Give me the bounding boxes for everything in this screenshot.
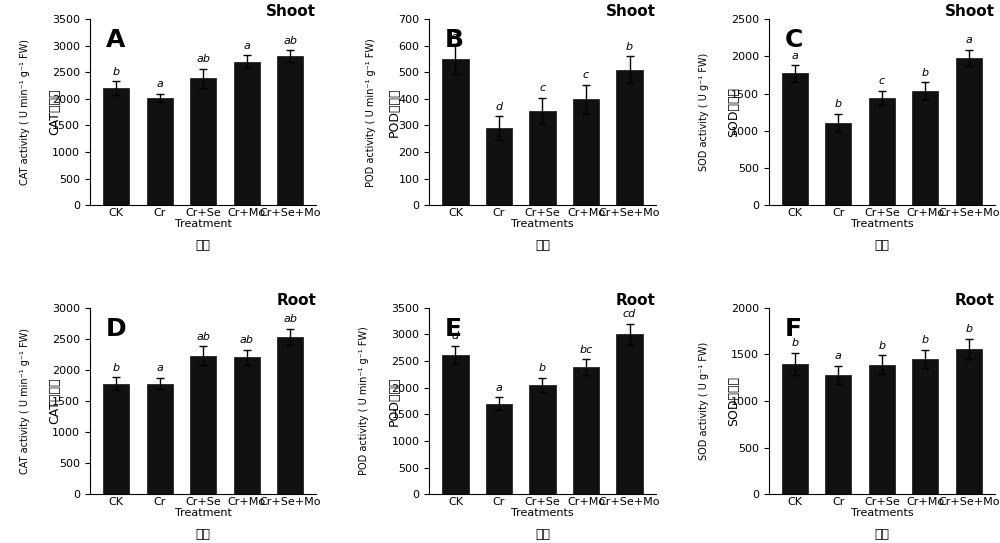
Bar: [912, 91, 938, 205]
Text: b: b: [922, 335, 929, 345]
Bar: [442, 355, 469, 494]
X-axis label: Treatments: Treatments: [851, 219, 913, 230]
Text: ab: ab: [283, 36, 297, 46]
Text: a: a: [452, 30, 459, 40]
Bar: [529, 111, 556, 205]
Text: a: a: [791, 50, 798, 61]
Bar: [529, 385, 556, 494]
Text: a: a: [156, 79, 163, 89]
Text: b: b: [878, 340, 885, 351]
Bar: [147, 383, 173, 494]
Bar: [616, 70, 643, 205]
Text: a: a: [243, 41, 250, 50]
Text: b: b: [965, 324, 972, 334]
Text: Root: Root: [616, 293, 656, 308]
X-axis label: Treatment: Treatment: [175, 219, 232, 230]
Text: a: a: [835, 351, 842, 361]
Y-axis label: POD activity ( U min⁻¹ g⁻¹ FW): POD activity ( U min⁻¹ g⁻¹ FW): [359, 326, 369, 475]
Text: b: b: [539, 363, 546, 374]
Bar: [869, 365, 895, 494]
Text: 处理: 处理: [874, 528, 889, 541]
Bar: [782, 73, 808, 205]
Text: a: a: [965, 35, 972, 45]
Text: 处理: 处理: [196, 528, 211, 541]
Text: d: d: [495, 102, 503, 111]
Text: 处理: 处理: [535, 528, 550, 541]
Text: bc: bc: [579, 345, 593, 355]
Text: Root: Root: [276, 293, 316, 308]
Bar: [956, 58, 982, 205]
Text: SOD酶活性: SOD酶活性: [727, 87, 740, 137]
Text: C: C: [785, 28, 803, 52]
Text: cd: cd: [623, 309, 636, 319]
X-axis label: Treatment: Treatment: [175, 508, 232, 519]
Text: b: b: [791, 338, 798, 348]
Text: ab: ab: [283, 314, 297, 324]
Bar: [912, 359, 938, 494]
Bar: [103, 88, 129, 205]
Bar: [234, 357, 260, 494]
Text: B: B: [445, 28, 464, 52]
Text: E: E: [445, 317, 462, 341]
Bar: [573, 99, 599, 205]
Text: a: a: [156, 363, 163, 374]
Bar: [190, 78, 216, 205]
Text: CAT酶活性: CAT酶活性: [48, 378, 61, 424]
Text: ab: ab: [196, 332, 210, 342]
Text: ab: ab: [240, 336, 254, 345]
Bar: [486, 128, 512, 205]
Text: 处理: 处理: [196, 239, 211, 252]
Bar: [277, 337, 303, 494]
Text: d: d: [452, 331, 459, 341]
Text: 处理: 处理: [535, 239, 550, 252]
Text: F: F: [785, 317, 802, 341]
Text: POD酶活性: POD酶活性: [388, 376, 401, 426]
Text: ab: ab: [196, 54, 210, 64]
Bar: [277, 56, 303, 205]
X-axis label: Treatments: Treatments: [511, 508, 574, 519]
Bar: [147, 98, 173, 205]
Text: Shoot: Shoot: [266, 4, 316, 19]
Text: CAT酶活性: CAT酶活性: [48, 89, 61, 135]
Y-axis label: POD activity ( U min⁻¹ g⁻¹ FW): POD activity ( U min⁻¹ g⁻¹ FW): [366, 38, 376, 187]
Text: c: c: [539, 83, 546, 93]
Text: b: b: [922, 68, 929, 78]
Text: b: b: [835, 99, 842, 109]
Bar: [825, 123, 851, 205]
Bar: [442, 59, 469, 205]
Text: Shoot: Shoot: [945, 4, 995, 19]
Bar: [234, 61, 260, 205]
Bar: [616, 334, 643, 494]
Text: c: c: [583, 70, 589, 80]
X-axis label: Treatments: Treatments: [511, 219, 574, 230]
Text: b: b: [113, 67, 120, 77]
Text: Root: Root: [955, 293, 995, 308]
Bar: [190, 356, 216, 494]
Text: b: b: [626, 42, 633, 52]
Text: Shoot: Shoot: [606, 4, 656, 19]
Bar: [825, 375, 851, 494]
Text: SOD酶活性: SOD酶活性: [727, 376, 740, 426]
Bar: [486, 403, 512, 494]
Text: D: D: [106, 317, 126, 341]
Text: c: c: [879, 76, 885, 86]
Text: b: b: [113, 363, 120, 372]
Text: a: a: [496, 383, 502, 393]
Text: 处理: 处理: [874, 239, 889, 252]
Bar: [869, 98, 895, 205]
Y-axis label: SOD activity ( U g⁻¹ FW): SOD activity ( U g⁻¹ FW): [699, 53, 709, 171]
Y-axis label: CAT activity ( U min⁻¹ g⁻¹ FW): CAT activity ( U min⁻¹ g⁻¹ FW): [20, 328, 30, 474]
Text: POD酶活性: POD酶活性: [388, 87, 401, 137]
Bar: [782, 364, 808, 494]
Y-axis label: CAT activity ( U min⁻¹ g⁻¹ FW): CAT activity ( U min⁻¹ g⁻¹ FW): [20, 39, 30, 185]
Bar: [573, 368, 599, 494]
X-axis label: Treatments: Treatments: [851, 508, 913, 519]
Bar: [956, 349, 982, 494]
Y-axis label: SOD activity ( U g⁻¹ FW): SOD activity ( U g⁻¹ FW): [699, 342, 709, 460]
Text: A: A: [106, 28, 125, 52]
Bar: [103, 383, 129, 494]
